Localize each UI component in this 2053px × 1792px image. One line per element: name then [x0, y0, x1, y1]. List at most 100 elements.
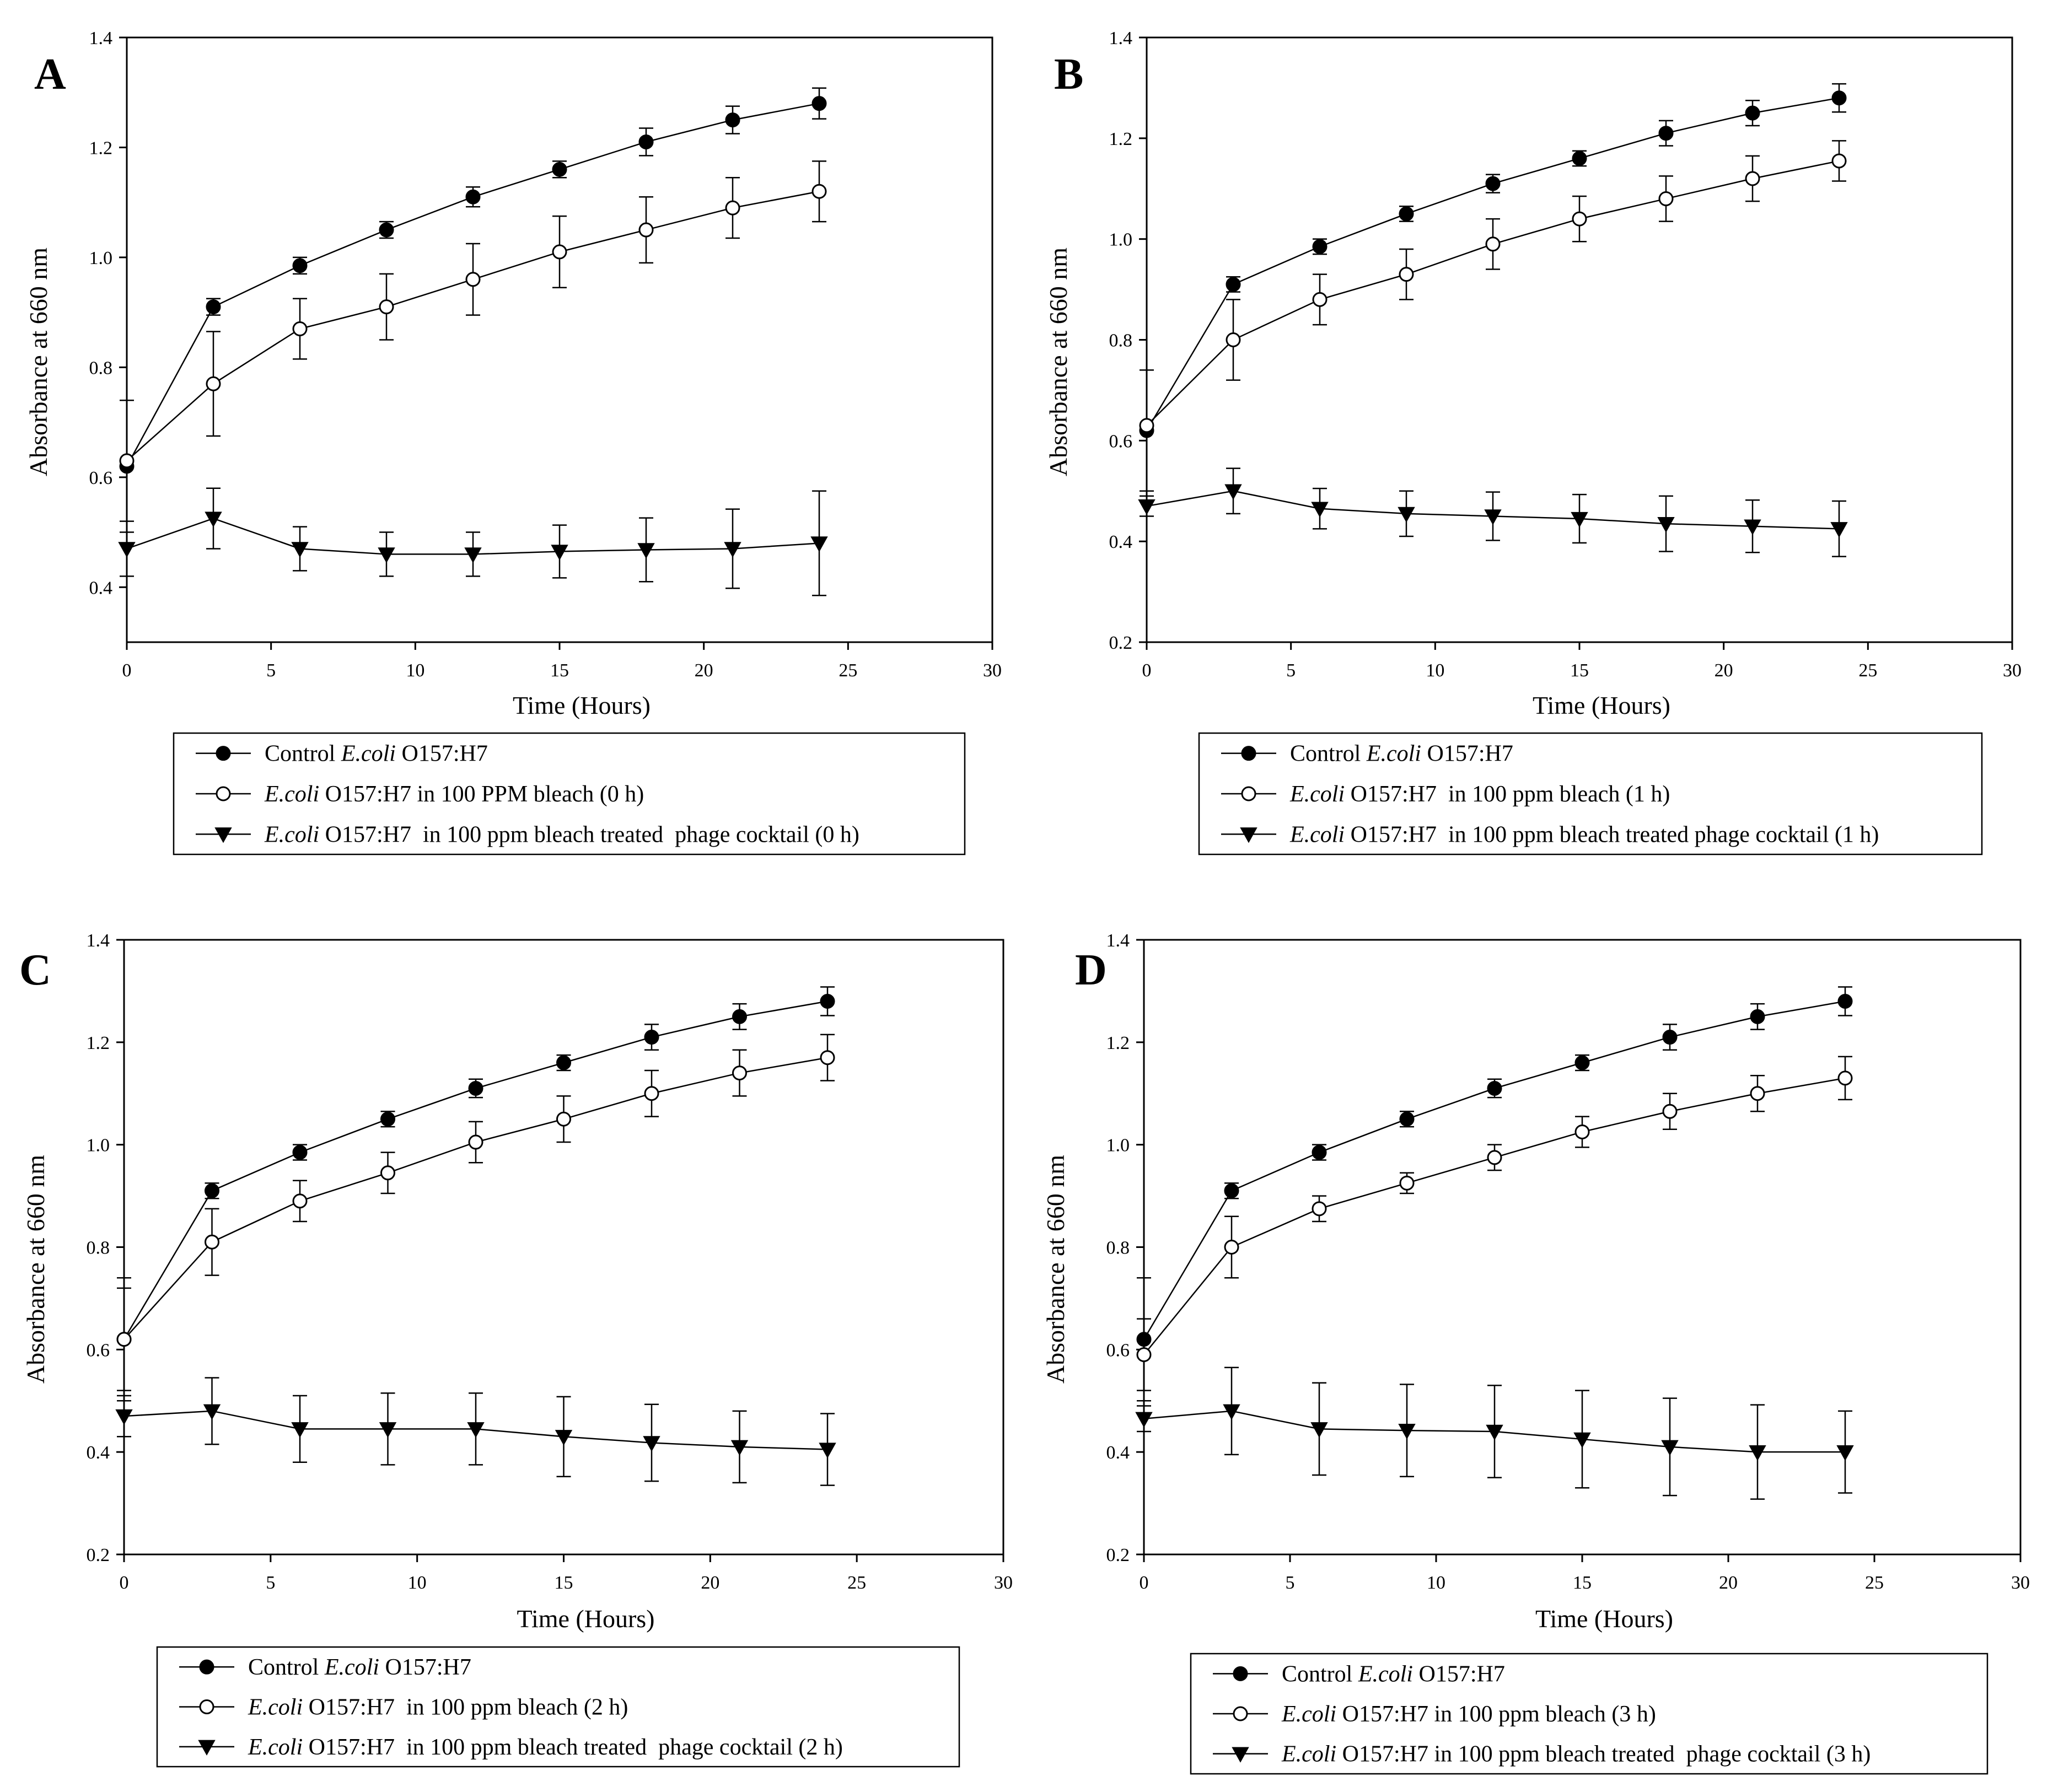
panel-b-series-phage-marker: [1311, 502, 1329, 518]
panel-b-x-axis-title: Time (Hours): [1533, 691, 1670, 719]
panel-a-ytick-label: 1.2: [89, 138, 113, 158]
panel-c-legend: Control E.coli O157:H7E.coli O157:H7 in …: [156, 1646, 960, 1768]
panel-d-legend-bleach-marker: [1233, 1706, 1248, 1721]
panel-b-ytick-label: 1.0: [1109, 230, 1133, 250]
panel-d-legend-label-phage: E.coli O157:H7 in 100 ppm bleach treated…: [1281, 1742, 1871, 1767]
panel-d-series-bleach-marker: [1399, 1175, 1415, 1191]
panel-a-series-control-marker: [638, 134, 654, 149]
panel-a-series-phage: [118, 487, 828, 596]
panel-b-legend-label-control: Control E.coli O157:H7: [1290, 741, 1513, 767]
panel-d-series-control-marker: [1224, 1183, 1239, 1198]
panel-d-legend-label-bleach: E.coli O157:H7 in 100 ppm bleach (3 h): [1281, 1702, 1656, 1727]
panel-b-series-bleach-marker: [1745, 171, 1760, 186]
panel-a-legend-control-marker: [216, 746, 231, 761]
panel-a-ytick-label: 1.4: [89, 28, 113, 49]
panel-c-legend-bleach-marker: [199, 1699, 214, 1714]
panel-d-series-phage-marker: [1573, 1432, 1591, 1448]
panel-c-xtick-label: 25: [847, 1573, 866, 1593]
panel-c-x-axis-title: Time (Hours): [517, 1605, 654, 1633]
panel-a-xtick-label: 20: [695, 660, 713, 681]
legend-text-segment: O157:H7 in 100 PPM bleach (0 h): [319, 782, 644, 807]
panel-b-ytick-label: 0.4: [1109, 532, 1133, 552]
panel-c-ytick-label: 0.2: [87, 1545, 110, 1565]
legend-text-segment: O157:H7 in 100 ppm bleach treated phage …: [1345, 822, 1879, 847]
panel-a-series-control-marker: [292, 258, 308, 273]
panel-c-series-control-marker: [292, 1145, 308, 1160]
legend-text-segment: O157:H7 in 100 ppm bleach treated phage …: [303, 1735, 843, 1760]
legend-text-segment: O157:H7 in 100 ppm bleach (3 h): [1336, 1702, 1656, 1727]
panel-a-legend-label-bleach: E.coli O157:H7 in 100 PPM bleach (0 h): [264, 782, 644, 807]
panel-d-series-control-marker: [1837, 994, 1853, 1009]
panel-d-ytick-label: 0.2: [1106, 1545, 1130, 1565]
panel-b-series-control-marker: [1831, 90, 1847, 106]
panel-b: B 0 5 10 15 20 25 30 0.2 0.4 0.6 0.8 1.0 1.2 1.4 Time (…: [1044, 28, 2022, 855]
legend-text-segment: E.coli: [264, 822, 319, 847]
panel-c-series-phage-marker: [730, 1440, 749, 1456]
panel-c-series-bleach-marker: [292, 1193, 308, 1209]
panel-c-xtick-label: 15: [555, 1573, 573, 1593]
legend-text-segment: E.coli: [324, 1655, 379, 1680]
panel-c-series-phage: [115, 1377, 836, 1486]
panel-a-legend-label-phage: E.coli O157:H7 in 100 ppm bleach treated…: [264, 822, 859, 847]
panel-a-series-phage-marker: [637, 543, 655, 559]
panel-c-ytick-label: 0.4: [87, 1443, 110, 1463]
legend-text-segment: O157:H7 in 100 ppm bleach treated phage …: [319, 822, 859, 847]
panel-c-series-bleach: [116, 1034, 835, 1391]
panel-b-series-control-marker: [1226, 277, 1241, 292]
legend-text-segment: O157:H7: [1413, 1661, 1505, 1687]
panel-b-series-bleach-marker: [1485, 236, 1501, 252]
panel-a-series-phage-marker: [205, 512, 222, 528]
panel-a-series-phage-marker: [118, 542, 136, 558]
panel-b-series-bleach-marker: [1572, 211, 1587, 227]
panel-d-series-phage-marker: [1398, 1423, 1416, 1440]
panel-c-legend-box: [156, 1646, 960, 1768]
legend-text-segment: E.coli: [341, 741, 396, 767]
panel-a-xtick-label: 10: [406, 660, 424, 681]
panel-d-ytick-label: 0.8: [1106, 1238, 1130, 1258]
panel-a-series-bleach-marker: [206, 376, 221, 391]
panel-b-xtick-label: 20: [1715, 660, 1733, 681]
panel-b-legend-label-bleach: E.coli O157:H7 in 100 ppm bleach (1 h): [1289, 782, 1670, 807]
panel-c-series-bleach-marker: [380, 1165, 395, 1181]
panel-c-series-phage-marker: [467, 1422, 485, 1438]
panel-d-xtick-label: 25: [1865, 1573, 1884, 1593]
panel-b-series-phage-marker: [1571, 512, 1588, 528]
legend-text-segment: O157:H7 in 100 ppm bleach (1 h): [1345, 782, 1670, 807]
panel-a-series-phage-marker: [810, 536, 828, 552]
panel-c-ytick-label: 1.4: [87, 930, 110, 951]
panel-c-series-bleach-marker: [556, 1111, 571, 1127]
panel-d-ytick-label: 1.0: [1106, 1136, 1130, 1156]
panel-d-ytick-label: 0.4: [1106, 1443, 1130, 1463]
panel-c-legend-label-control: Control E.coli O157:H7: [248, 1655, 471, 1680]
panel-a-series-bleach-marker: [292, 321, 308, 337]
panel-c-ytick-label: 1.2: [87, 1033, 110, 1053]
panel-d: D 0 5 10 15 20 25 30 0.2 0.4 0.6 0.8 1.0 1.2 1.4 Time (…: [1041, 930, 2030, 1775]
panel-b-legend-phage-marker: [1240, 827, 1257, 843]
panel-a-series-phage-marker: [551, 545, 568, 561]
panel-d-series-control-marker: [1487, 1080, 1502, 1096]
panel-a-xtick-label: 30: [983, 660, 1002, 681]
panel-a-series-control-marker: [465, 189, 481, 205]
panel-a-series-bleach: [119, 160, 827, 469]
panel-d-series-phage-marker: [1749, 1445, 1766, 1461]
legend-text-segment: O157:H7: [396, 741, 488, 767]
panel-c-ytick-label: 1.0: [87, 1136, 110, 1156]
panel-a-series-bleach-marker: [119, 453, 135, 469]
panel-d-ytick-label: 0.6: [1106, 1340, 1130, 1360]
panel-a-series-phage-marker: [724, 542, 741, 558]
panel-b-ytick-label: 0.2: [1109, 633, 1133, 653]
panel-a-ytick-label: 1.0: [89, 248, 113, 268]
panel-b-xtick-label: 0: [1142, 660, 1152, 681]
panel-c-series-bleach-marker: [732, 1065, 747, 1081]
panel-b-xtick-label: 10: [1426, 660, 1444, 681]
panel-b-series-phage-marker: [1657, 516, 1675, 533]
panel-a-series-phage-marker: [464, 547, 482, 563]
panel-d-series-control-marker: [1662, 1030, 1678, 1045]
legend-text-segment: O157:H7 in 100 ppm bleach (2 h): [303, 1695, 628, 1720]
panel-d-x-axis-title: Time (Hours): [1535, 1605, 1673, 1633]
panel-d-ytick-label: 1.2: [1106, 1033, 1130, 1053]
panel-a-ytick-label: 0.8: [89, 358, 113, 378]
legend-text-segment: E.coli: [1289, 822, 1345, 847]
panel-c-series-control-marker: [205, 1183, 219, 1198]
panel-b-xtick-label: 5: [1286, 660, 1296, 681]
